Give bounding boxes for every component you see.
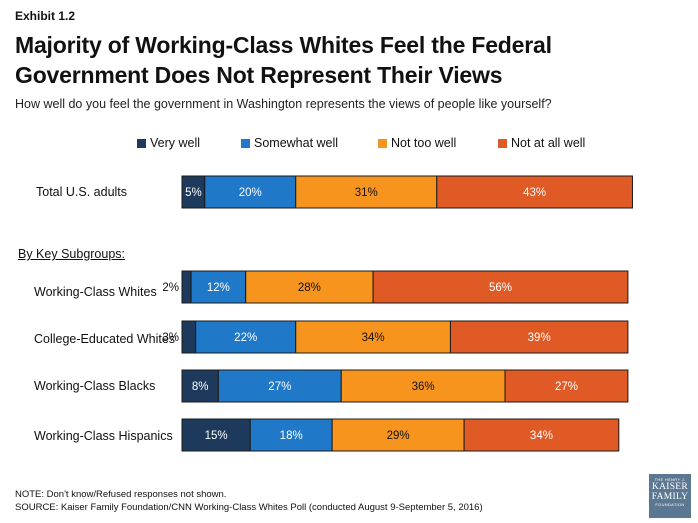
- bar-working-class-blacks-not-too-well: [340, 369, 506, 403]
- bar-college-educated-whites-not-at-all-well: [449, 320, 629, 354]
- source-text: SOURCE: Kaiser Family Foundation/CNN Wor…: [15, 502, 483, 513]
- bar-total-u-s-adults-not-at-all-well: [436, 175, 633, 209]
- bar-working-class-hispanics-not-at-all-well: [463, 418, 620, 452]
- exhibit-label: Exhibit 1.2: [15, 9, 76, 23]
- legend-swatch-somewhat-well: [241, 138, 250, 148]
- row-label-working-class-whites: Working-Class Whites: [34, 285, 157, 299]
- bar-label-total-u-s-adults-somewhat-well: 20%: [239, 187, 262, 199]
- bar-working-class-blacks-somewhat-well: [217, 369, 342, 403]
- logo-line-4: FOUNDATION: [655, 502, 685, 507]
- logo-line-2: KAISER: [651, 482, 689, 492]
- legend-swatch-not-too-well: [378, 138, 387, 148]
- legend-swatch-very-well: [137, 138, 146, 148]
- bar-label-working-class-whites-very-well: 2%: [162, 282, 179, 294]
- bar-label-working-class-whites-not-at-all-well: 56%: [489, 282, 512, 294]
- legend-swatch-not-at-all-well: [498, 138, 507, 148]
- bar-working-class-whites-not-too-well: [245, 270, 374, 304]
- bar-label-working-class-hispanics-not-at-all-well: 34%: [530, 430, 553, 442]
- bar-label-working-class-hispanics-very-well: 15%: [205, 430, 228, 442]
- row-label-college-educated-whites: College-Educated Whites: [34, 332, 176, 346]
- legend-item-not-at-all-well: Not at all well: [498, 136, 585, 150]
- bar-working-class-blacks-very-well: [181, 369, 219, 403]
- legend: Very well Somewhat well Not too well Not…: [0, 136, 698, 152]
- bar-label-working-class-hispanics-somewhat-well: 18%: [280, 430, 303, 442]
- legend-label-not-at-all-well: Not at all well: [511, 136, 586, 150]
- legend-item-somewhat-well: Somewhat well: [241, 136, 338, 150]
- logo-line-3: FAMILY: [651, 492, 689, 502]
- bar-label-working-class-blacks-very-well: 8%: [192, 381, 209, 393]
- bar-college-educated-whites-somewhat-well: [195, 320, 297, 354]
- logo-line-1: THE HENRY J.: [654, 477, 686, 482]
- bar-label-total-u-s-adults-not-too-well: 31%: [355, 187, 378, 199]
- bar-working-class-hispanics-somewhat-well: [249, 418, 333, 452]
- bar-total-u-s-adults-not-too-well: [295, 175, 438, 209]
- legend-item-not-too-well: Not too well: [378, 136, 456, 150]
- bar-working-class-whites-very-well: [181, 270, 192, 304]
- bar-label-working-class-whites-somewhat-well: 12%: [207, 282, 230, 294]
- bar-college-educated-whites-very-well: [181, 320, 197, 354]
- survey-question: How well do you feel the government in W…: [15, 97, 552, 111]
- bar-label-college-educated-whites-not-at-all-well: 39%: [528, 332, 551, 344]
- legend-label-very-well: Very well: [150, 136, 201, 150]
- bar-label-college-educated-whites-not-too-well: 34%: [362, 332, 385, 344]
- bar-label-total-u-s-adults-not-at-all-well: 43%: [523, 187, 546, 199]
- legend-label-not-too-well: Not too well: [391, 136, 457, 150]
- kff-logo: THE HENRY J. KAISER FAMILY FOUNDATION: [649, 474, 691, 518]
- bar-working-class-blacks-not-at-all-well: [504, 369, 629, 403]
- bar-label-working-class-whites-not-too-well: 28%: [298, 282, 321, 294]
- bar-label-working-class-blacks-not-at-all-well: 27%: [555, 381, 578, 393]
- bar-label-working-class-blacks-not-too-well: 36%: [412, 381, 435, 393]
- subgroups-heading: By Key Subgroups:: [18, 247, 126, 261]
- bar-label-working-class-hispanics-not-too-well: 29%: [387, 430, 410, 442]
- bar-label-college-educated-whites-very-well: 3%: [162, 332, 179, 344]
- legend-item-very-well: Very well: [137, 136, 200, 150]
- bar-label-college-educated-whites-somewhat-well: 22%: [234, 332, 257, 344]
- bar-working-class-hispanics-not-too-well: [331, 418, 465, 452]
- bar-total-u-s-adults-somewhat-well: [204, 175, 297, 209]
- bar-label-working-class-blacks-somewhat-well: 27%: [268, 381, 291, 393]
- bar-label-total-u-s-adults-very-well: 5%: [185, 187, 202, 199]
- row-label-total-us-adults: Total U.S. adults: [36, 185, 128, 199]
- bar-working-class-whites-not-at-all-well: [372, 270, 629, 304]
- bar-working-class-hispanics-very-well: [181, 418, 251, 452]
- row-label-working-class-blacks: Working-Class Blacks: [34, 379, 156, 393]
- row-label-working-class-hispanics: Working-Class Hispanics: [34, 429, 173, 443]
- legend-label-somewhat-well: Somewhat well: [254, 136, 339, 150]
- chart-title: Majority of Working-Class Whites Feel th…: [15, 32, 552, 88]
- note-text: NOTE: Don't know/Refused responses not s…: [15, 489, 227, 500]
